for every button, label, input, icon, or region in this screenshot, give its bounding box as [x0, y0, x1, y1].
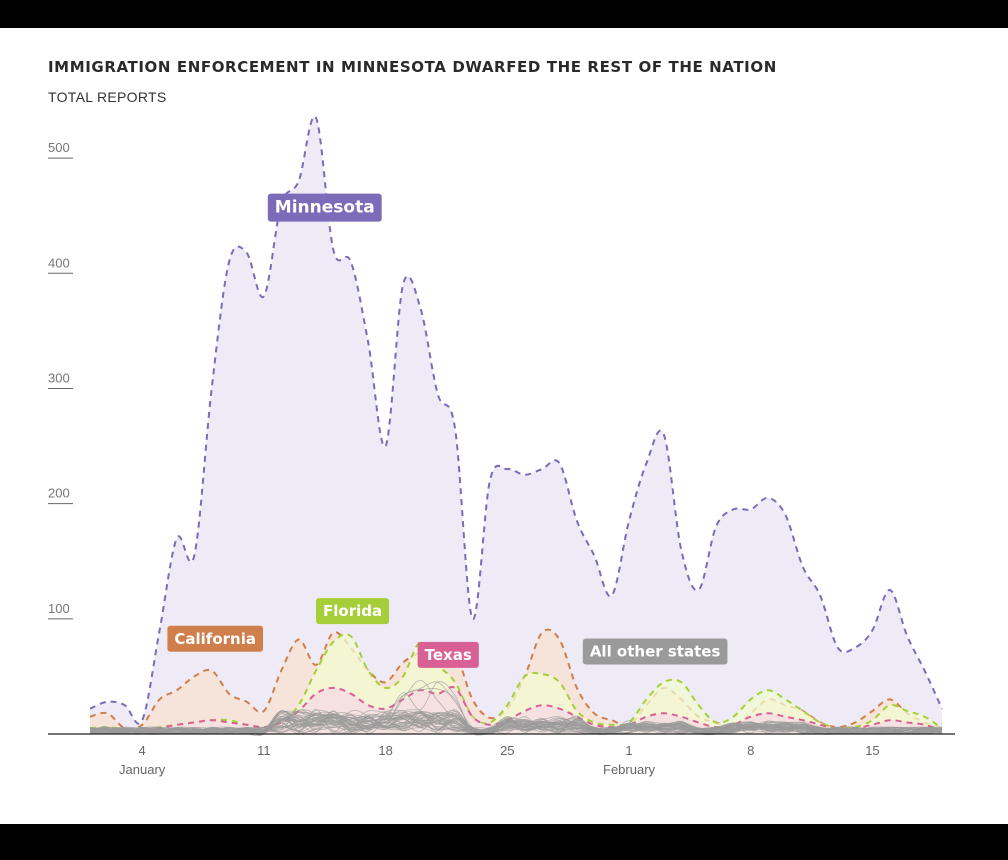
series-line	[89, 686, 943, 733]
x-tick-label: 18	[378, 743, 392, 758]
other-state-line	[89, 712, 943, 735]
y-tick-label: 200	[48, 486, 70, 501]
x-tick: 1 February	[603, 743, 656, 777]
label-text: Florida	[323, 602, 382, 620]
x-tick-month: February	[603, 762, 656, 777]
label-text: Minnesota	[275, 198, 375, 218]
y-tick-label: 400	[48, 255, 70, 270]
x-tick-label: 15	[865, 743, 879, 758]
chart-canvas: 100 200 300 400 500 4 January 11 18 25 1 February 8 1…	[48, 115, 955, 777]
x-tick: 15	[865, 743, 879, 758]
label-california: California	[167, 625, 263, 652]
label-minnesota: Minnesota	[267, 193, 382, 222]
area-fill	[90, 116, 942, 735]
label-bg	[316, 598, 390, 625]
label-bg	[417, 641, 479, 668]
x-tick-label: 4	[139, 743, 146, 758]
x-tick-label: 8	[747, 743, 754, 758]
y-tick-300: 300	[48, 370, 73, 389]
chart-title: IMMIGRATION ENFORCEMENT IN MINNESOTA DWA…	[48, 58, 777, 76]
y-tick-400: 400	[48, 255, 73, 274]
x-tick-label: 11	[257, 743, 271, 758]
label-all-other-states: All other states	[582, 638, 728, 665]
chart-card: IMMIGRATION ENFORCEMENT IN MINNESOTA DWA…	[0, 28, 1008, 824]
x-tick: 11	[257, 743, 271, 758]
x-tick-label: 1	[625, 743, 632, 758]
y-tick-label: 300	[48, 370, 70, 385]
other-state-line	[89, 712, 943, 735]
label-texas: Texas	[417, 641, 479, 668]
label-bg	[582, 638, 728, 665]
y-tick-100: 100	[48, 601, 73, 620]
x-tick: 4 January	[119, 743, 166, 777]
x-tick-label: 25	[500, 743, 514, 758]
y-tick-label: 500	[48, 140, 70, 155]
x-tick: 25	[500, 743, 514, 758]
other-state-line	[89, 711, 943, 735]
series-line	[89, 115, 943, 725]
x-tick: 8	[747, 743, 754, 758]
label-text: All other states	[590, 642, 721, 660]
series-minnesota	[89, 115, 943, 735]
other-state-line	[89, 712, 943, 735]
label-bg	[167, 625, 263, 652]
label-florida: Florida	[316, 598, 390, 625]
label-text: California	[174, 630, 256, 648]
label-bg	[267, 193, 382, 222]
y-tick-500: 500	[48, 140, 73, 159]
label-text: Texas	[425, 646, 472, 664]
x-tick: 18	[378, 743, 392, 758]
y-axis-label: TOTAL REPORTS	[48, 89, 167, 105]
y-tick-200: 200	[48, 486, 73, 505]
y-tick-label: 100	[48, 601, 70, 616]
x-tick-month: January	[119, 762, 166, 777]
